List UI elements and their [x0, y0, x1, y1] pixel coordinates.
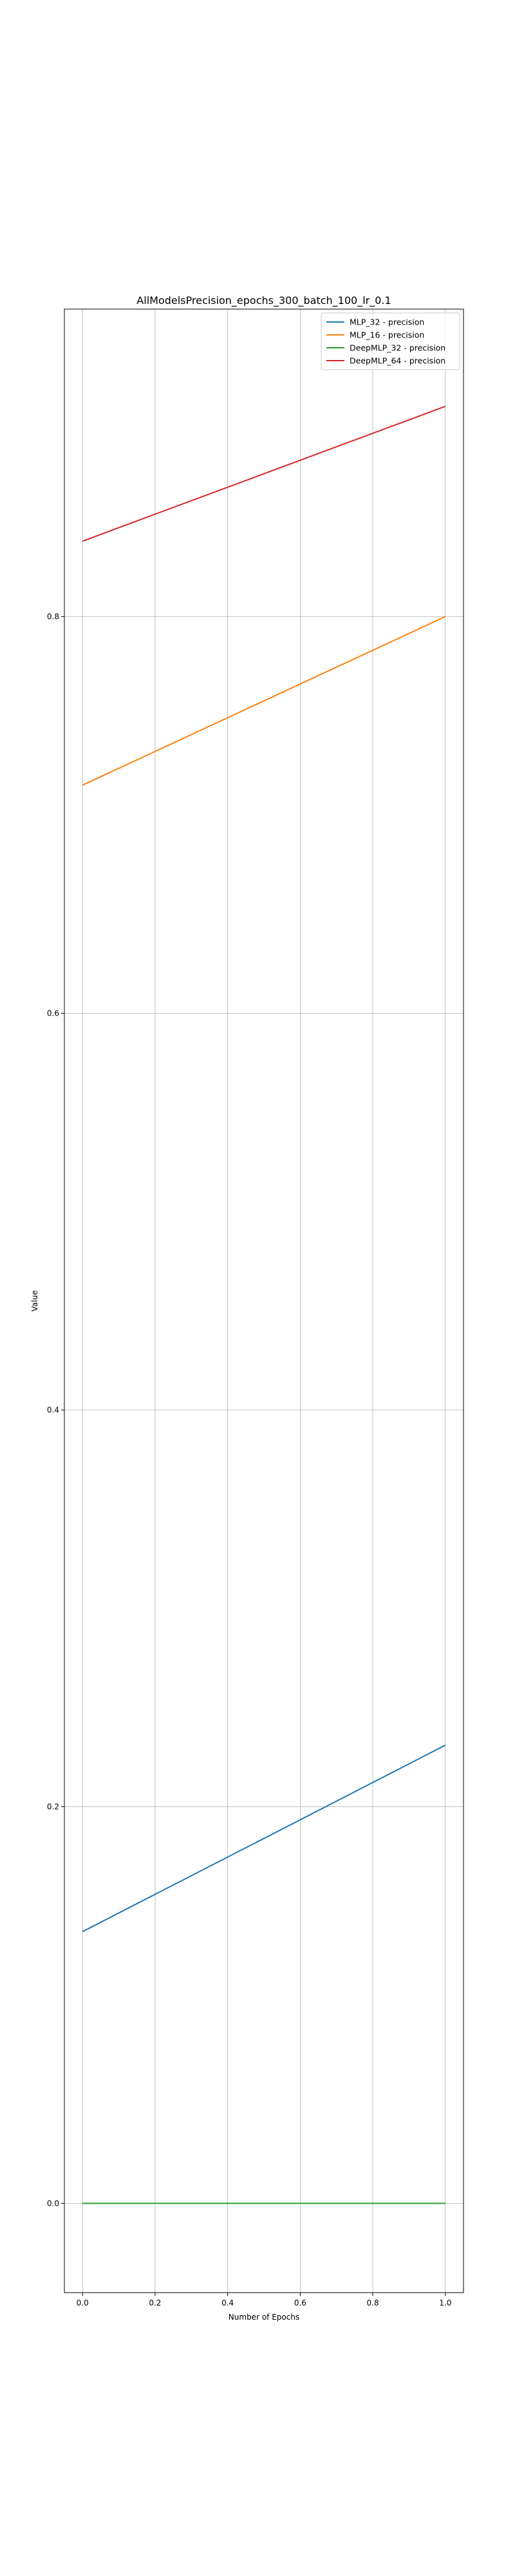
y-tick-label: 0.0: [47, 2199, 59, 2208]
legend-label: MLP_32 - precision: [350, 317, 424, 327]
plot-area: [64, 308, 464, 2293]
legend-label: DeepMLP_64 - precision: [350, 356, 445, 366]
legend-label: MLP_16 - precision: [350, 330, 424, 340]
y-axis-label: Value: [30, 1291, 39, 1312]
chart-title: AllModelsPrecision_epochs_300_batch_100_…: [136, 294, 391, 307]
y-axis: 0.0 0.2 0.4 0.6 0.8: [47, 612, 64, 2208]
series-line-1: [82, 616, 446, 786]
x-tick-label: 0.8: [367, 2298, 379, 2307]
x-axis: 0.0 0.2 0.4 0.6 0.8 1.0: [77, 2293, 451, 2307]
x-tick-label: 1.0: [439, 2298, 451, 2307]
legend: MLP_32 - precision MLP_16 - precision Deep…: [321, 312, 460, 370]
grid-lines: [64, 309, 464, 2293]
y-tick-label: 0.8: [47, 612, 59, 621]
x-tick-label: 0.0: [77, 2298, 89, 2307]
x-tick-label: 0.4: [221, 2298, 234, 2307]
y-tick-label: 0.6: [47, 1009, 59, 1018]
x-tick-label: 0.6: [294, 2298, 306, 2307]
series-line-3: [82, 405, 446, 542]
series-line-0: [82, 1745, 446, 1933]
y-tick-label: 0.2: [47, 1802, 59, 1811]
series-lines: [82, 405, 446, 2204]
legend-label: DeepMLP_32 - precision: [350, 343, 445, 353]
y-tick-label: 0.4: [47, 1405, 59, 1414]
legend-box: [321, 312, 460, 370]
x-tick-label: 0.2: [149, 2298, 161, 2307]
x-axis-label: Number of Epochs: [229, 2313, 299, 2322]
